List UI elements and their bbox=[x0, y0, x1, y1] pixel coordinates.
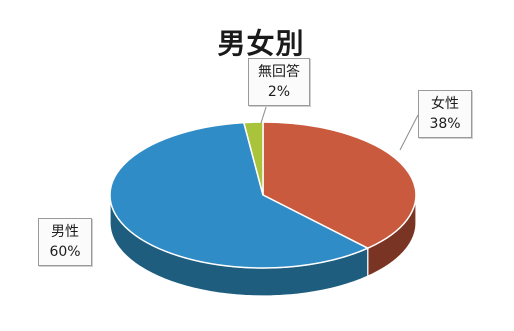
data-label-no-answer-value: 2% bbox=[267, 84, 291, 100]
pie-tops bbox=[109, 121, 417, 269]
chart-title: 男女別 bbox=[217, 27, 305, 60]
data-label-male-name: 男性 bbox=[51, 224, 79, 240]
pie-slice-male bbox=[109, 121, 370, 269]
data-label-no-answer: 無回答 2% bbox=[248, 58, 310, 106]
data-label-male: 男性 60% bbox=[38, 218, 92, 266]
data-label-male-value: 60% bbox=[49, 244, 81, 260]
data-label-female-name: 女性 bbox=[431, 96, 459, 112]
data-label-female: 女性 38% bbox=[418, 90, 472, 138]
data-label-female-value: 38% bbox=[429, 116, 461, 132]
pie-slice-no-answer bbox=[242, 121, 264, 196]
data-label-no-answer-name: 無回答 bbox=[258, 64, 300, 80]
leader-line-female bbox=[399, 114, 419, 151]
pie-slice-female bbox=[262, 121, 417, 250]
